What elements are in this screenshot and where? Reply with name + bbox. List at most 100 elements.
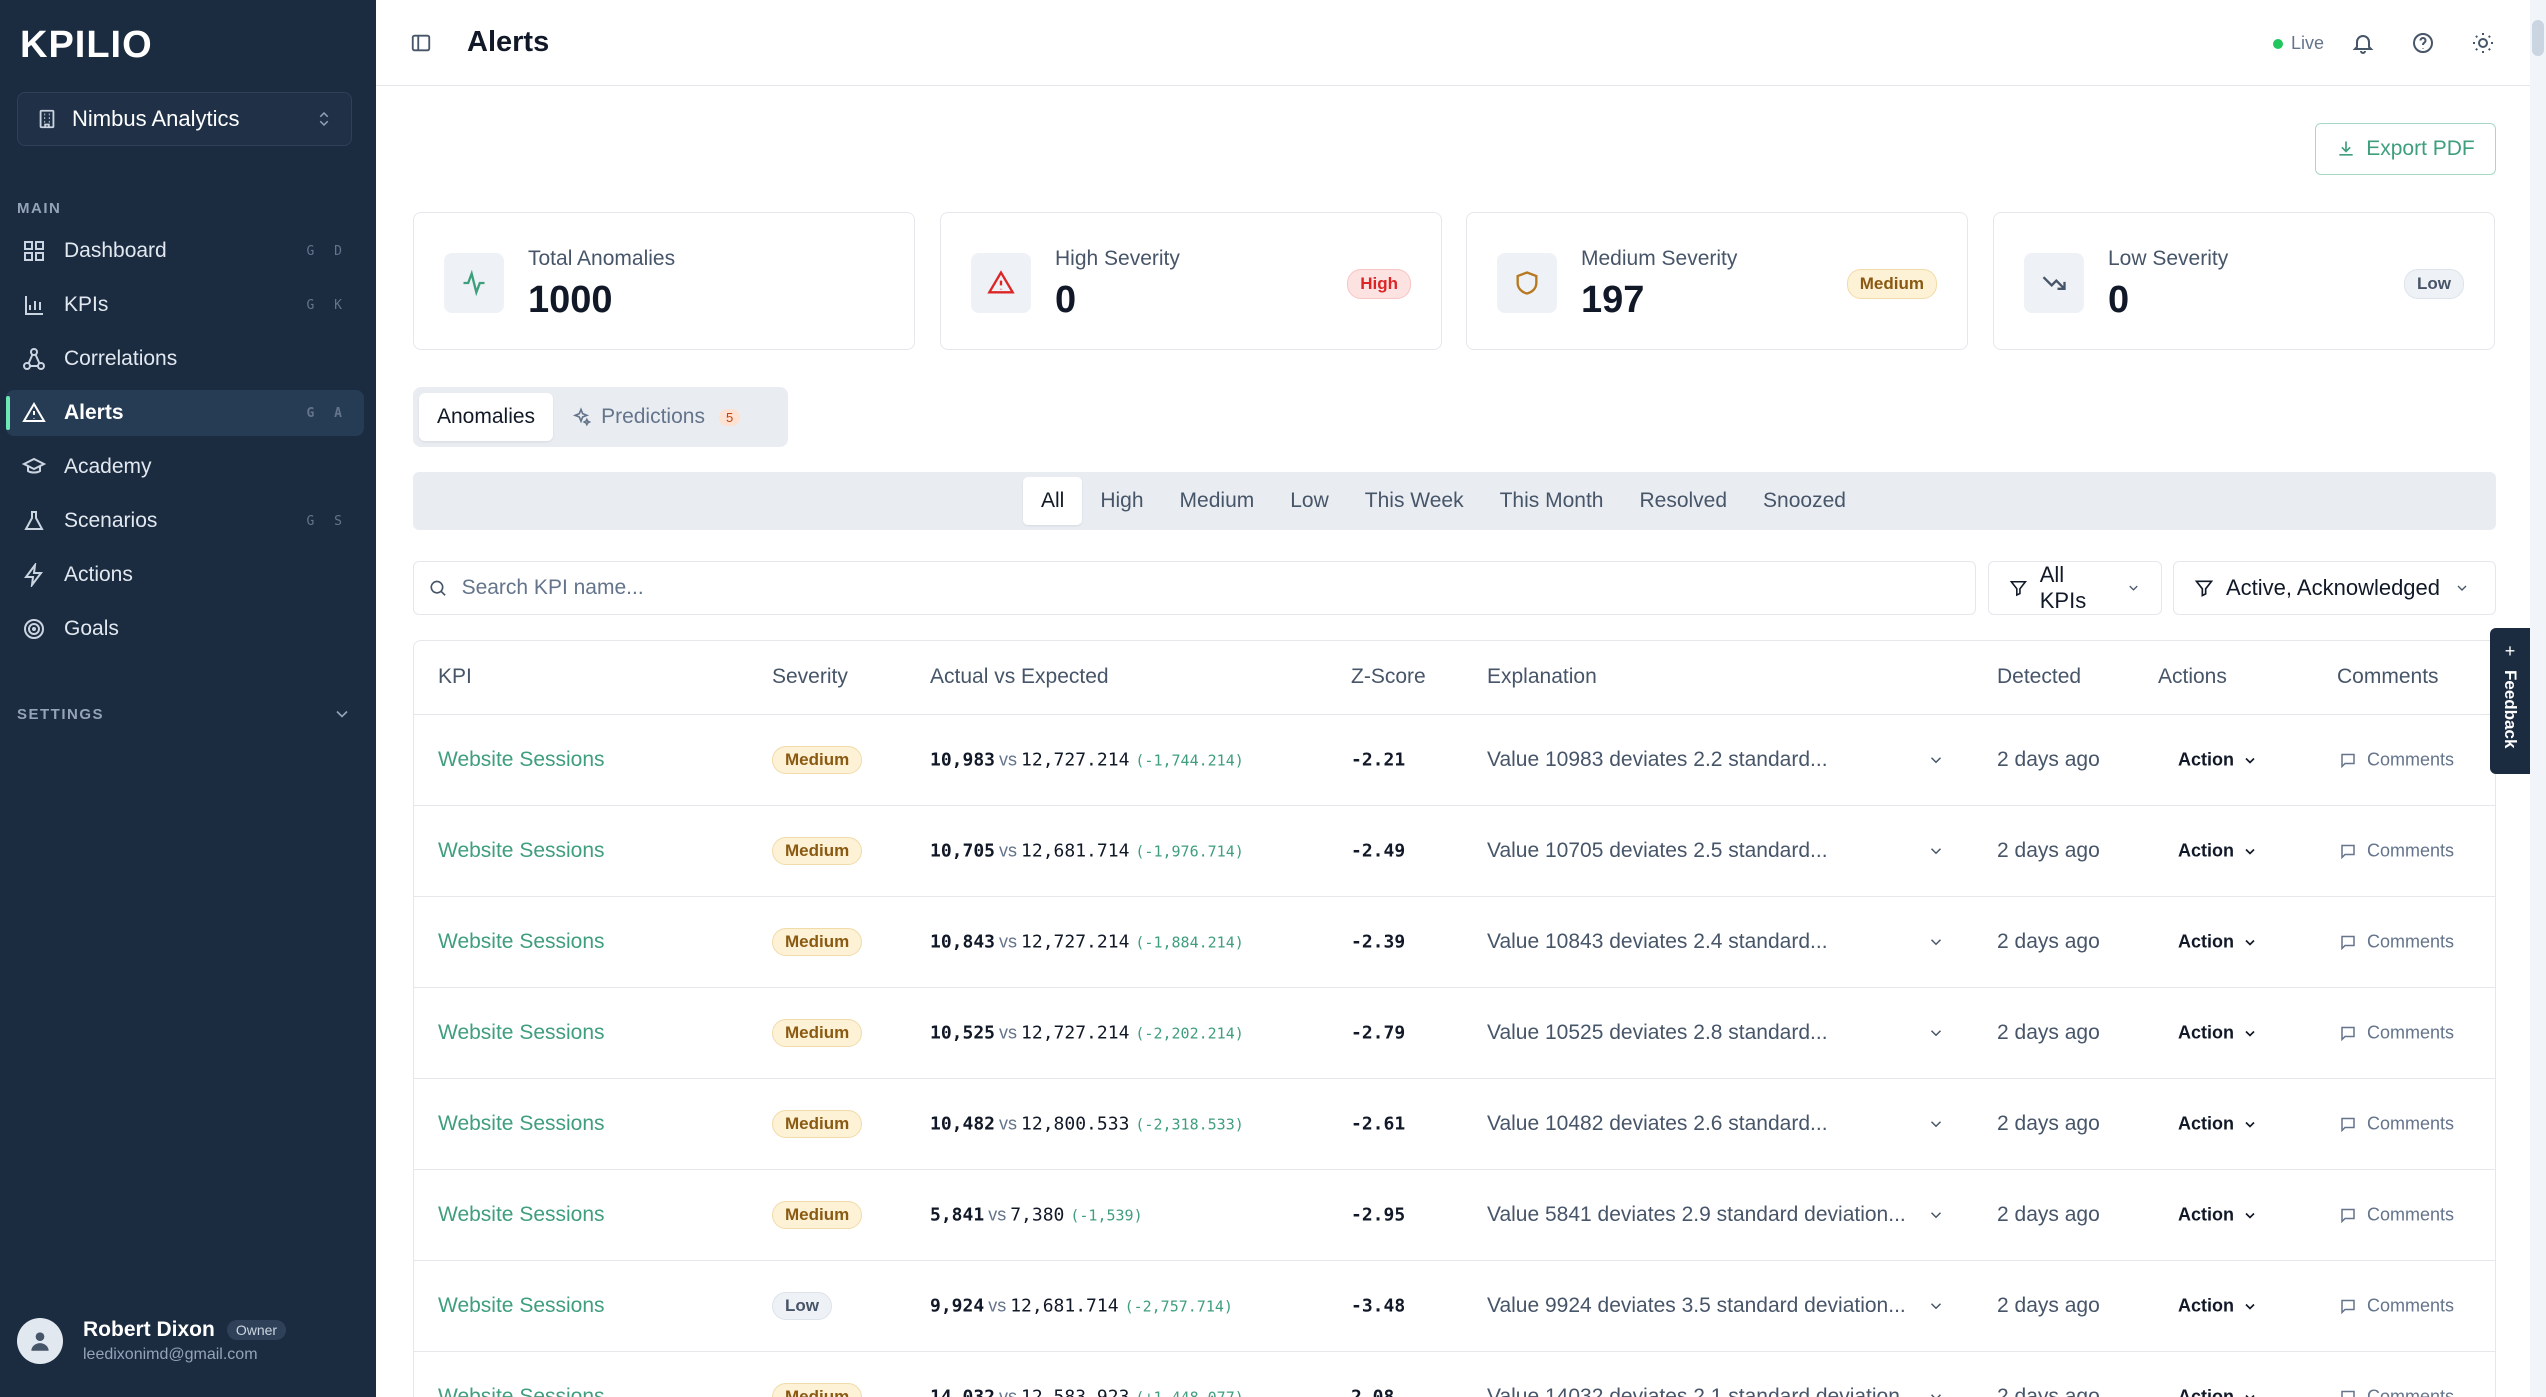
- help-icon[interactable]: [2411, 31, 2435, 55]
- sun-icon[interactable]: [2471, 31, 2495, 55]
- kpi-link[interactable]: Website Sessions: [438, 1294, 605, 1317]
- actual-value: 5,841: [930, 1204, 985, 1226]
- expand-chevron-icon[interactable]: [1927, 1297, 1945, 1315]
- kpi-link[interactable]: Website Sessions: [438, 748, 605, 771]
- difference-value: (+1,448.077): [1135, 1389, 1243, 1397]
- live-dot: [2273, 38, 2283, 49]
- filter-all[interactable]: All: [1023, 477, 1083, 525]
- actual-vs-expected: 10,983 vs 12,727.214 (-1,744.214): [930, 750, 1244, 771]
- action-label: Action: [2178, 840, 2234, 861]
- col-detected[interactable]: Detected: [1997, 665, 2082, 688]
- action-dropdown[interactable]: Action: [2178, 1296, 2258, 1317]
- search-input[interactable]: [461, 576, 1975, 600]
- comments-button[interactable]: Comments: [2339, 750, 2454, 771]
- filter-resolved[interactable]: Resolved: [1639, 489, 1728, 512]
- sidebar-item-kpis[interactable]: KPIs G K: [6, 282, 364, 328]
- kpi-link[interactable]: Website Sessions: [438, 839, 605, 862]
- kpi-link[interactable]: Website Sessions: [438, 1203, 605, 1226]
- sidebar-item-scenarios[interactable]: Scenarios G S: [6, 498, 364, 544]
- chevron-down-icon: [2245, 1394, 2255, 1397]
- sidebar-item-alerts[interactable]: Alerts G A: [6, 390, 364, 436]
- comments-button[interactable]: Comments: [2339, 1387, 2454, 1397]
- kpi-filter-dropdown[interactable]: All KPIs: [1988, 561, 2162, 615]
- user-profile[interactable]: Robert Dixon Owner leedixonimd@gmail.com: [17, 1318, 287, 1364]
- explanation-text: Value 10482 deviates 2.6 standard...: [1487, 1112, 1828, 1135]
- export-pdf-label: Export PDF: [2366, 137, 2475, 160]
- expand-chevron-icon[interactable]: [1927, 1388, 1945, 1397]
- explanation-text: Value 10843 deviates 2.4 standard...: [1487, 930, 1828, 953]
- stat-label: Low Severity: [2108, 247, 2229, 270]
- sidebar-item-actions[interactable]: Actions: [6, 552, 364, 598]
- col-severity[interactable]: Severity: [772, 665, 848, 688]
- table-row[interactable]: Website Sessions Low 9,924 vs 12,681.714 (-2,…: [414, 1261, 2495, 1352]
- tab-anomalies[interactable]: Anomalies: [419, 393, 554, 441]
- filter-low[interactable]: Low: [1290, 489, 1329, 512]
- action-dropdown[interactable]: Action: [2178, 750, 2258, 771]
- actual-value: 14,032: [930, 1386, 996, 1397]
- action-dropdown[interactable]: Action: [2178, 1114, 2258, 1135]
- brand-name: KPILIO: [20, 24, 153, 66]
- scrollbar-thumb[interactable]: [2532, 20, 2544, 56]
- export-pdf-button[interactable]: Export PDF: [2315, 123, 2496, 175]
- filter-this-week[interactable]: This Week: [1364, 489, 1464, 512]
- comments-button[interactable]: Comments: [2339, 1296, 2454, 1317]
- kpi-link[interactable]: Website Sessions: [438, 930, 605, 953]
- table-row[interactable]: Website Sessions Medium 5,841 vs 7,380 (-1,53…: [414, 1170, 2495, 1261]
- sidebar-item-dashboard[interactable]: Dashboard G D: [6, 228, 364, 274]
- sidebar-item-correlations[interactable]: Correlations: [6, 336, 364, 382]
- vs-label: vs: [999, 1022, 1018, 1043]
- detected-time: 2 days ago: [1997, 930, 2100, 953]
- actual-value: 10,525: [930, 1022, 996, 1044]
- filter-snoozed[interactable]: Snoozed: [1763, 489, 1846, 512]
- detected-time: 2 days ago: [1997, 1385, 2100, 1397]
- action-dropdown[interactable]: Action: [2178, 932, 2258, 953]
- filter-medium[interactable]: Medium: [1179, 489, 1255, 512]
- feedback-tab[interactable]: + Feedback: [2490, 628, 2530, 774]
- table-row[interactable]: Website Sessions Medium 10,482 vs 12,800.533…: [414, 1079, 2495, 1170]
- severity-badge: Medium: [772, 1110, 863, 1138]
- comments-button[interactable]: Comments: [2339, 1205, 2454, 1226]
- action-dropdown[interactable]: Action: [2178, 1387, 2258, 1397]
- scrollbar[interactable]: [2530, 0, 2546, 1397]
- sidebar-nav: Dashboard G D KPIs G K Correlations Aler…: [6, 228, 364, 660]
- expand-chevron-icon[interactable]: [1927, 1115, 1945, 1133]
- table-row[interactable]: Website Sessions Medium 14,032 vs 12,583.923…: [414, 1352, 2495, 1397]
- action-dropdown[interactable]: Action: [2178, 1205, 2258, 1226]
- bell-icon[interactable]: [2351, 31, 2375, 55]
- kpi-link[interactable]: Website Sessions: [438, 1385, 605, 1397]
- sidebar-item-academy[interactable]: Academy: [6, 444, 364, 490]
- expand-chevron-icon[interactable]: [1927, 1024, 1945, 1042]
- expand-chevron-icon[interactable]: [1927, 1206, 1945, 1224]
- settings-section-toggle[interactable]: SETTINGS: [17, 704, 352, 724]
- expand-chevron-icon[interactable]: [1927, 751, 1945, 769]
- action-dropdown[interactable]: Action: [2178, 841, 2258, 862]
- sidebar-item-label: Dashboard: [64, 239, 167, 262]
- org-switcher[interactable]: Nimbus Analytics: [17, 92, 352, 146]
- tab-predictions[interactable]: Predictions 5: [553, 393, 758, 441]
- col-actual-vs-expected[interactable]: Actual vs Expected: [930, 665, 1109, 688]
- col-z-score[interactable]: Z-Score: [1351, 665, 1426, 688]
- table-row[interactable]: Website Sessions Medium 10,843 vs 12,727.214…: [414, 897, 2495, 988]
- filter-high[interactable]: High: [1100, 489, 1144, 512]
- comments-label: Comments: [2367, 1295, 2455, 1316]
- filter-this-month[interactable]: This Month: [1499, 489, 1604, 512]
- col-kpi[interactable]: KPI: [438, 665, 472, 688]
- comments-button[interactable]: Comments: [2339, 841, 2454, 862]
- action-dropdown[interactable]: Action: [2178, 1023, 2258, 1044]
- expand-chevron-icon[interactable]: [1927, 933, 1945, 951]
- status-filter-dropdown[interactable]: Active, Acknowledged: [2173, 561, 2496, 615]
- kpi-link[interactable]: Website Sessions: [438, 1112, 605, 1135]
- sidebar-toggle-icon[interactable]: [410, 32, 432, 54]
- table-row[interactable]: Website Sessions Medium 10,983 vs 12,727.214…: [414, 715, 2495, 806]
- expand-chevron-icon[interactable]: [1927, 842, 1945, 860]
- table-row[interactable]: Website Sessions Medium 10,525 vs 12,727.214…: [414, 988, 2495, 1079]
- kpi-link[interactable]: Website Sessions: [438, 1021, 605, 1044]
- sidebar-item-goals[interactable]: Goals: [6, 606, 364, 652]
- brand-logo[interactable]: KPILIO: [20, 24, 153, 67]
- comments-button[interactable]: Comments: [2339, 1114, 2454, 1135]
- comments-button[interactable]: Comments: [2339, 1023, 2454, 1044]
- table-row[interactable]: Website Sessions Medium 10,705 vs 12,681.714…: [414, 806, 2495, 897]
- actual-value: 10,843: [930, 931, 996, 953]
- comments-button[interactable]: Comments: [2339, 932, 2454, 953]
